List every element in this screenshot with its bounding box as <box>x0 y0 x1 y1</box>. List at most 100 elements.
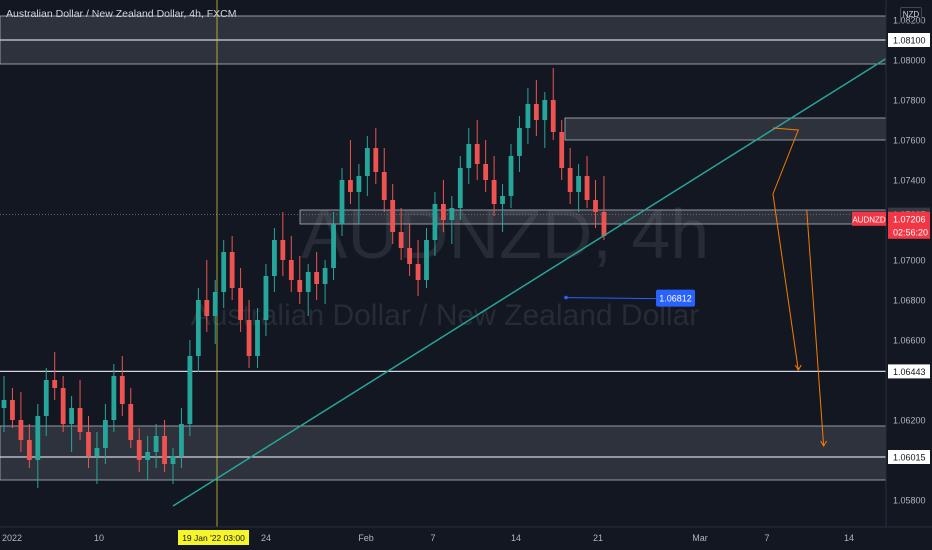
candle-body <box>373 148 379 172</box>
candle-body <box>449 208 455 220</box>
candle-body <box>441 204 446 220</box>
time-tick-label: Mar <box>692 533 708 543</box>
candle-body <box>86 432 91 456</box>
time-tick-label: 7 <box>764 533 769 543</box>
crosshair-time-box <box>178 530 249 545</box>
candle-body <box>119 376 125 404</box>
candle-body <box>584 176 590 200</box>
time-tick-label: 21 <box>593 533 603 543</box>
annotation-line <box>565 297 657 300</box>
candle-body <box>238 288 243 320</box>
candle-body <box>195 300 201 356</box>
candle-body <box>10 400 15 420</box>
candle-body <box>500 196 505 204</box>
candle-body <box>576 176 581 192</box>
candle-body <box>187 356 193 424</box>
candle-body <box>136 440 142 460</box>
candle-body <box>593 200 598 212</box>
candle-body <box>331 224 336 268</box>
candle-body <box>457 168 463 208</box>
candle-body <box>517 128 522 156</box>
candle-body <box>542 100 548 120</box>
candle-body <box>322 268 328 284</box>
candle-body <box>103 420 108 448</box>
price-tick-label: 1.07800 <box>893 96 926 106</box>
price-label-text: 02:56:20 <box>893 227 928 237</box>
price-label-text: 1.08100 <box>893 36 926 46</box>
price-tick-label: 1.06600 <box>893 336 926 346</box>
candle-body <box>601 212 607 236</box>
watermark-symbol: AUDNZD, 4h <box>301 195 709 273</box>
price-tick-label: 1.07400 <box>893 176 926 186</box>
candle-body <box>314 272 320 284</box>
price-label-text: 1.06015 <box>893 453 926 463</box>
candle-body <box>297 280 303 292</box>
candle-body <box>204 300 210 316</box>
candle-body <box>221 252 227 292</box>
candle-body <box>567 168 573 192</box>
currency-badge[interactable]: NZD <box>900 7 922 23</box>
forecast-arrow-head-0 <box>794 364 802 371</box>
candle-body <box>179 424 184 456</box>
candle-body <box>550 100 556 132</box>
candle-body <box>390 200 396 232</box>
candle-body <box>1 400 7 408</box>
candle-body <box>255 320 260 356</box>
time-tick-label: 2022 <box>2 533 22 543</box>
candle-body <box>52 380 58 388</box>
time-tick-label: 14 <box>844 533 854 543</box>
forecast-arrow-head-1 <box>820 440 828 447</box>
time-tick-label: 10 <box>94 533 104 543</box>
price-label-text: 1.06443 <box>893 367 926 377</box>
annotation-label-text: 1.06812 <box>659 294 692 304</box>
candle-body <box>128 404 134 440</box>
candle-body <box>348 180 353 192</box>
candle-body <box>356 176 362 192</box>
time-axis-background <box>0 527 932 550</box>
candle-body <box>525 104 531 128</box>
candle-body <box>288 260 294 280</box>
watermark-name: Australian Dollar / New Zealand Dollar <box>191 299 700 332</box>
candle-body <box>18 420 24 440</box>
candle-body <box>483 164 489 180</box>
forecast-arrow-1 <box>806 209 825 447</box>
candle-body <box>398 232 404 248</box>
price-label-box <box>888 450 930 464</box>
forecast-arrow-0 <box>772 127 800 371</box>
candle-body <box>229 252 235 288</box>
candle-body <box>364 148 370 176</box>
zone-1 <box>564 117 887 141</box>
price-tick-label: 1.06800 <box>893 296 926 306</box>
price-tick-label: 1.05800 <box>893 496 926 506</box>
candle-body <box>212 292 218 316</box>
time-tick-label: 14 <box>511 533 521 543</box>
candle-body <box>280 240 286 260</box>
price-tick-label: 1.07600 <box>893 136 926 146</box>
candle-body <box>43 380 49 416</box>
candle-body <box>559 132 565 168</box>
candle-body <box>466 144 472 168</box>
time-tick-label: 7 <box>430 533 435 543</box>
candle-body <box>491 180 497 204</box>
candle-body <box>94 448 100 456</box>
candle-body <box>305 272 311 292</box>
candle-body <box>153 436 159 452</box>
chart-title: Australian Dollar / New Zealand Dollar, … <box>6 8 237 20</box>
time-tick-label: 24 <box>261 533 271 543</box>
price-label-box <box>888 33 930 47</box>
candle-body <box>77 408 83 432</box>
candle-body <box>246 320 252 356</box>
price-axis-background <box>886 0 932 550</box>
candle-body <box>26 440 32 460</box>
candle-body <box>60 388 66 424</box>
trendline <box>172 49 901 507</box>
candle-body <box>170 456 176 464</box>
symbol-price-tag <box>852 211 886 226</box>
price-tick-label: 1.08000 <box>893 56 926 66</box>
candle-body <box>415 264 421 280</box>
price-tick-label: 1.06200 <box>893 416 926 426</box>
zone-2 <box>299 209 887 225</box>
candle-body <box>272 240 277 276</box>
